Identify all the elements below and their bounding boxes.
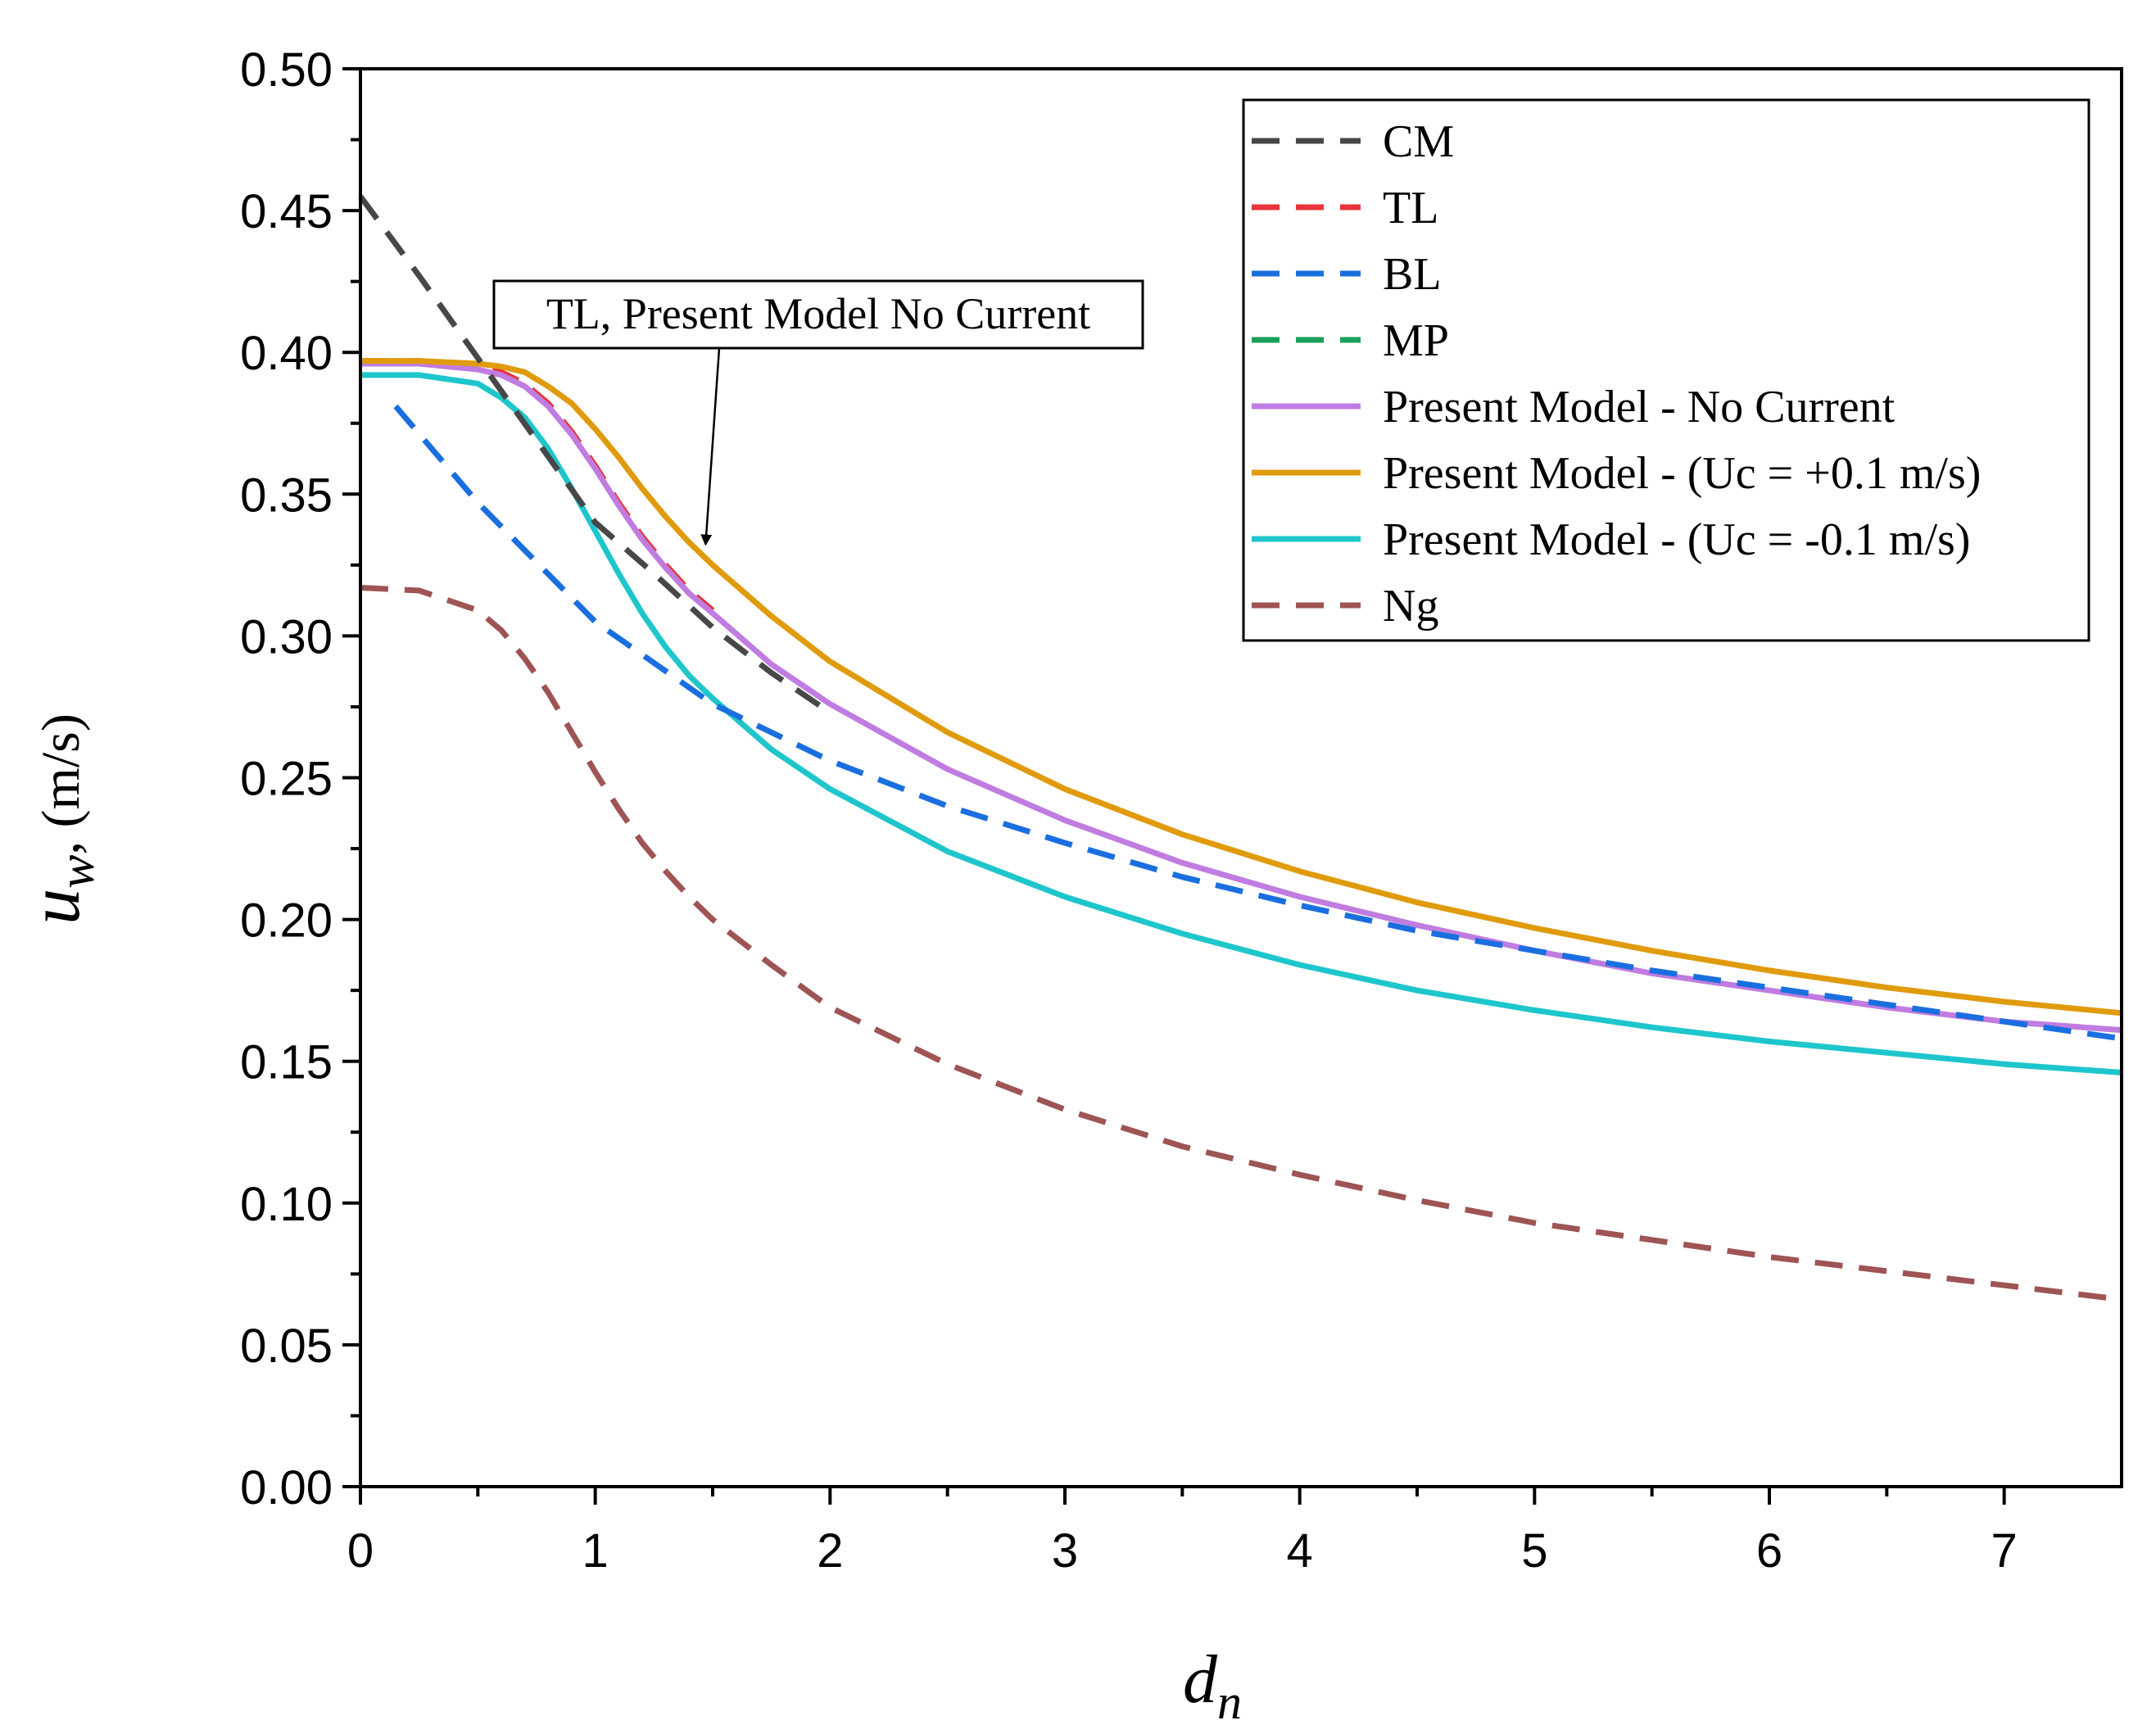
axis-titles: dn uw, (m/s) — [16, 713, 1242, 1729]
series-line-0 — [358, 194, 832, 715]
legend-label-2: BL — [1383, 249, 1442, 300]
x-tick-label: 3 — [1052, 1524, 1078, 1578]
legend: CM TL BL MP Present Model - No Current Presen… — [1242, 98, 2090, 642]
axes-layer: 0 1 2 3 4 5 6 7 0.00 0.05 0.10 0.15 0.20 0.25 0.30 0.35… — [240, 43, 2123, 1578]
y-tick-label: 0.05 — [240, 1320, 333, 1373]
series-line-5 — [360, 358, 2122, 1016]
y-tick-label: 0.10 — [240, 1178, 333, 1231]
annotation-arrow — [700, 347, 721, 546]
legend-label-1: TL — [1383, 183, 1438, 233]
annotation-layer: TL, Present Model No Current — [492, 279, 1144, 546]
series-layer — [358, 194, 2122, 1302]
x-tick-label: 2 — [817, 1524, 843, 1578]
legend-label-7: Ng — [1383, 581, 1438, 632]
x-tick-label: 5 — [1521, 1524, 1547, 1578]
y-tick-label: 0.50 — [240, 43, 333, 97]
y-axis-title: uw, (m/s) — [16, 713, 105, 925]
series-line-2 — [393, 404, 2122, 1042]
series-line-7 — [360, 585, 2122, 1302]
legend-label-5: Present Model - (Uc = +0.1 m/s) — [1383, 448, 1981, 499]
y-tick-label: 0.25 — [240, 753, 333, 806]
series-line-6 — [360, 372, 2122, 1075]
annotation-box — [492, 279, 1144, 350]
x-tick-label: 0 — [347, 1524, 374, 1578]
y-tick-label: 0.30 — [240, 610, 333, 663]
legend-label-3: MP — [1383, 315, 1449, 366]
legend-label-4: Present Model - No Current — [1383, 382, 1896, 432]
y-tick-label: 0.40 — [240, 327, 333, 380]
y-tick-label: 0.35 — [240, 469, 333, 522]
y-tick-label: 0.00 — [240, 1461, 333, 1514]
y-tick-label: 0.20 — [240, 894, 333, 948]
y-tick-label: 0.15 — [240, 1036, 333, 1089]
x-tick-label: 7 — [1991, 1524, 2018, 1578]
x-tick-label: 6 — [1756, 1524, 1782, 1578]
x-axis-title: dn — [1183, 1641, 1242, 1729]
legend-label-6: Present Model - (Uc = -0.1 m/s) — [1383, 514, 1970, 565]
x-tick-label: 4 — [1287, 1524, 1313, 1578]
annotation-label: TL, Present Model No Current — [546, 289, 1090, 338]
x-tick-label: 1 — [582, 1524, 609, 1578]
y-tick-label: 0.45 — [240, 185, 333, 238]
legend-box — [1242, 98, 2090, 642]
legend-label-0: CM — [1383, 116, 1454, 167]
